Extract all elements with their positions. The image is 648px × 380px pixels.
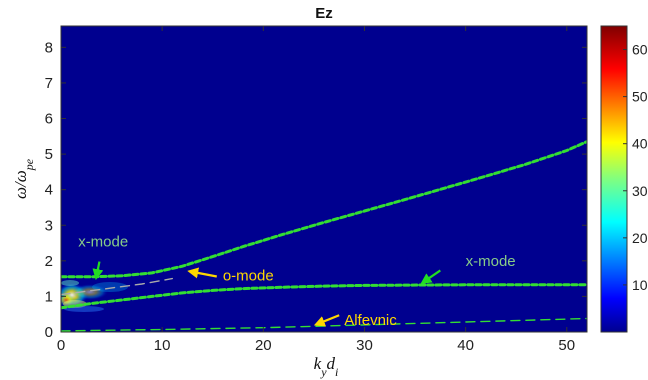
y-tick-label: 6 [45,111,53,128]
x-axis-label: kydi [314,354,339,379]
x-tick-label: 10 [154,337,171,354]
annotation-layer: x-mode o-mode x-mode Alfevnic [78,234,515,329]
y-tick-label: 4 [45,182,53,199]
colorbar-tick-label: 20 [632,230,648,246]
colorbar-tick-label: 50 [632,89,648,105]
x-axis-ticks: 0 10 20 30 40 50 [57,26,575,354]
y-tick-label: 5 [45,146,53,163]
y-tick-label: 1 [45,288,53,305]
annotation-arrow [92,261,104,281]
x-tick-label: 30 [356,337,373,354]
plot-area [61,26,587,332]
annotation-label: x-mode [78,234,128,251]
annotation-label: o-mode [223,267,274,284]
y-axis-ticks: 0 1 2 3 4 5 6 7 8 [45,39,587,341]
y-tick-label: 0 [45,324,53,341]
annotation-label: Alfevnic [344,312,397,329]
colorbar-ticks: 10 20 30 40 50 60 [623,42,648,293]
y-tick-label: 7 [45,75,53,92]
annotation-arrow [420,269,441,285]
annotation-label: x-mode [466,253,516,270]
x-tick-label: 0 [57,337,65,354]
y-axis-label: ω/ωpe [11,158,36,199]
x-tick-label: 50 [558,337,575,354]
y-tick-label: 2 [45,253,53,270]
y-tick-label: 8 [45,39,53,56]
y-tick-label: 3 [45,217,53,234]
colorbar-tick-label: 60 [632,42,648,58]
colorbar [600,25,628,333]
annotation-arrow [313,314,340,327]
colorbar-tick-label: 30 [632,183,648,199]
series-layer [61,140,587,332]
series-line-1 [61,140,587,279]
colorbar-tick-label: 10 [632,277,648,293]
colorbar-tick-label: 40 [632,136,648,152]
plot-frame [60,25,588,333]
series-line-4 [61,277,174,296]
x-tick-label: 40 [457,337,474,354]
series-line-2 [61,283,587,310]
annotation-arrow [187,267,217,279]
x-tick-label: 20 [255,337,272,354]
chart-title: Ez [315,5,333,22]
